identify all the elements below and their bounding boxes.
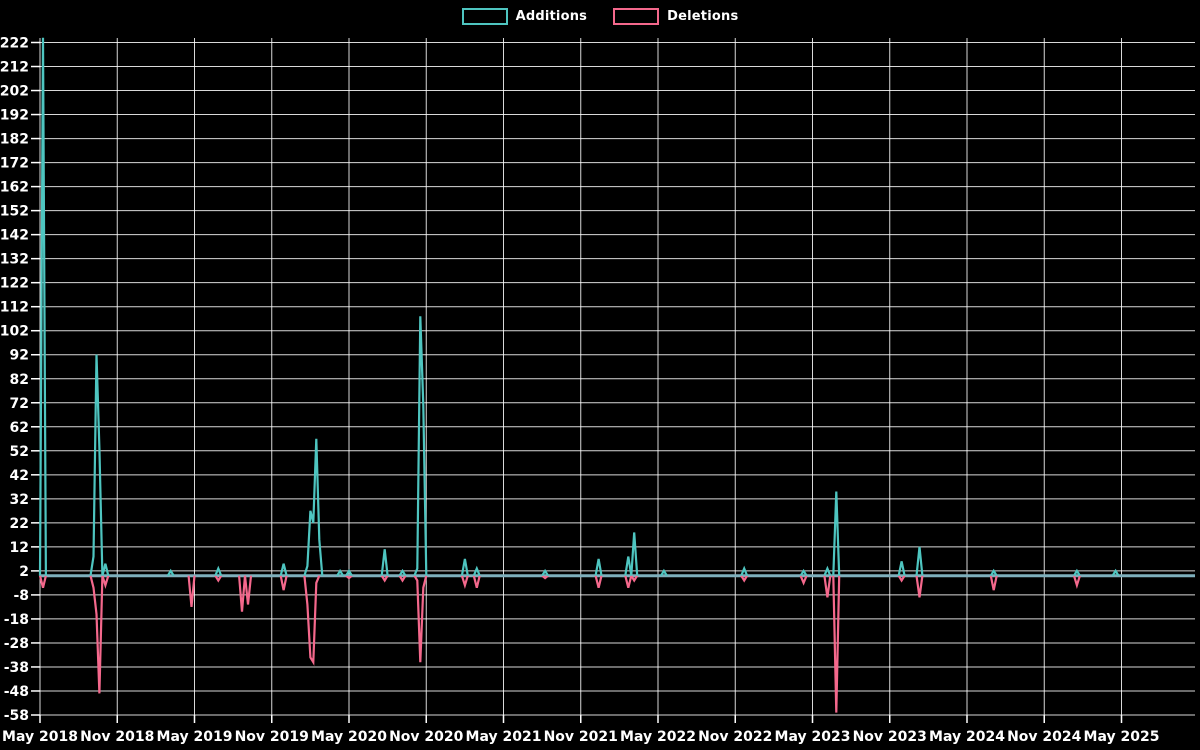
x-tick-label: Nov 2020 (389, 729, 464, 745)
y-tick-label: 162 (0, 180, 29, 196)
y-tick-label: -58 (4, 708, 29, 724)
x-tick-label: May 2024 (929, 729, 1005, 745)
tick-marks (31, 41, 1123, 723)
x-tick-label: Nov 2021 (544, 729, 618, 745)
x-axis-labels: May 2018 Nov 2018 May 2019 Nov 2019 May 2020… (2, 729, 1159, 745)
y-tick-label: -48 (4, 684, 29, 700)
x-tick-label: May 2019 (157, 729, 233, 745)
x-tick-label: May 2020 (311, 729, 387, 745)
y-tick-label: 62 (10, 420, 29, 436)
x-tick-label: Nov 2022 (698, 729, 772, 745)
x-tick-label: Nov 2019 (235, 729, 309, 745)
x-tick-label: May 2021 (466, 729, 542, 745)
y-tick-label: 152 (0, 204, 29, 220)
y-tick-label: 12 (10, 540, 29, 556)
y-tick-label: 42 (10, 468, 29, 484)
y-tick-label: 52 (10, 444, 29, 460)
x-tick-label: Nov 2024 (1007, 729, 1082, 745)
y-tick-label: 182 (0, 132, 29, 148)
x-tick-label: May 2025 (1084, 729, 1160, 745)
y-tick-label: 142 (0, 228, 29, 244)
additions-line (38, 37, 1120, 577)
y-tick-label: 212 (0, 60, 29, 76)
y-tick-label: 122 (0, 276, 29, 292)
y-tick-label: 102 (0, 324, 29, 340)
y-tick-label: 222 (0, 36, 29, 52)
y-tick-label: 72 (10, 396, 29, 412)
y-axis-labels: 2222122021921821721621521421321221121029… (0, 36, 29, 725)
x-tick-label: Nov 2018 (80, 729, 154, 745)
y-tick-label: 32 (10, 492, 29, 508)
y-tick-label: 132 (0, 252, 29, 268)
gridlines (39, 38, 1195, 716)
y-tick-label: -18 (4, 612, 29, 628)
y-tick-label: 92 (10, 348, 29, 364)
x-tick-label: May 2023 (775, 729, 851, 745)
y-tick-label: 192 (0, 108, 29, 124)
y-tick-label: 112 (0, 300, 29, 316)
y-tick-label: -38 (4, 660, 29, 676)
x-tick-label: Nov 2023 (853, 729, 927, 745)
y-tick-label: 172 (0, 156, 29, 172)
deletions-line (38, 574, 1081, 713)
y-tick-label: 82 (10, 372, 29, 388)
y-tick-label: 2 (19, 564, 29, 580)
x-tick-label: May 2022 (620, 729, 696, 745)
x-tick-label: May 2018 (2, 729, 78, 745)
y-tick-label: 202 (0, 84, 29, 100)
y-tick-label: -28 (4, 636, 29, 652)
y-tick-label: 22 (10, 516, 29, 532)
y-tick-label: -8 (13, 588, 29, 604)
